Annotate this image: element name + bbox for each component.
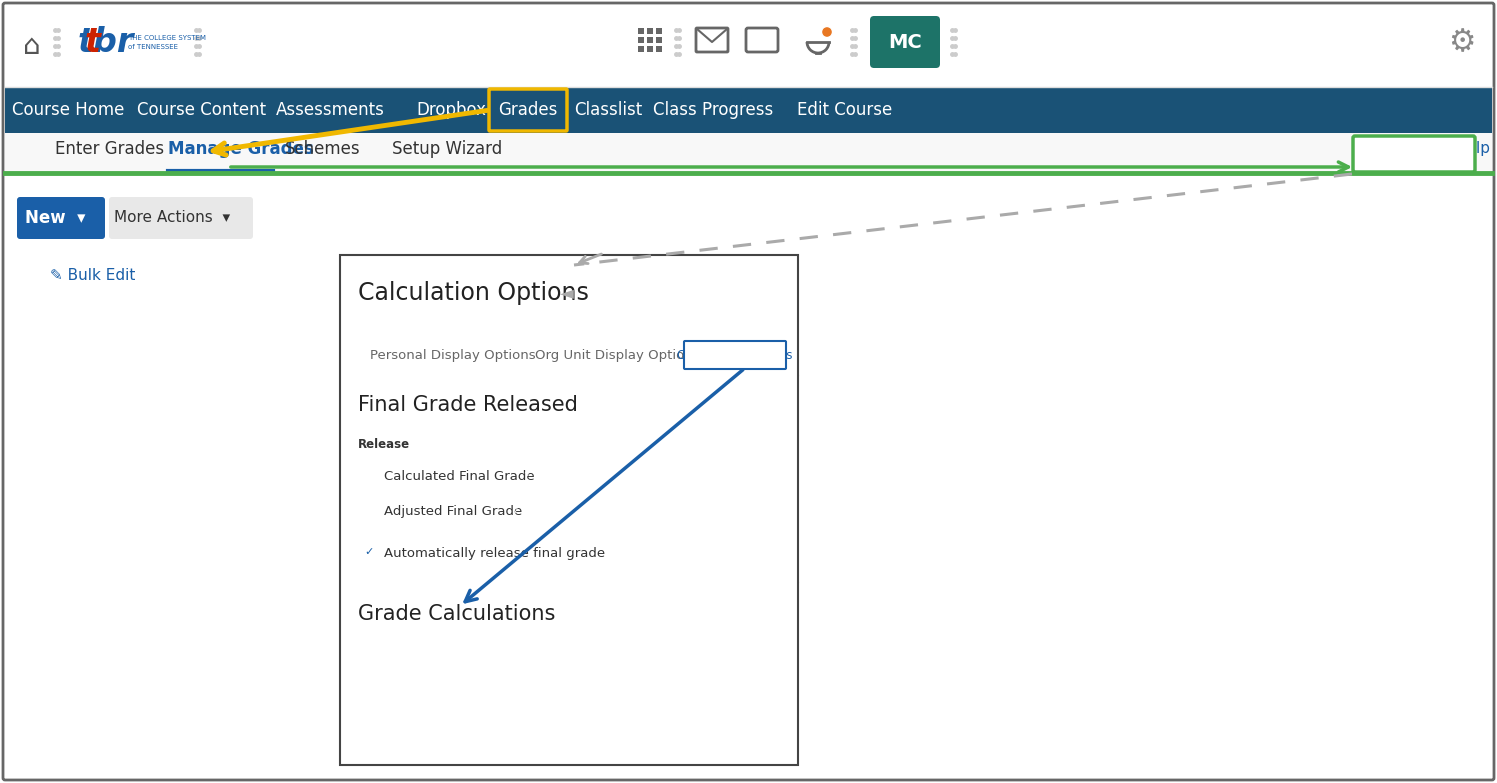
Text: Grade Calculations: Grade Calculations bbox=[358, 604, 555, 624]
Bar bbox=[4, 87, 1493, 133]
Text: Class Progress: Class Progress bbox=[653, 101, 772, 119]
Text: Adjusted Final Grade: Adjusted Final Grade bbox=[385, 506, 522, 518]
Text: Enter Grades: Enter Grades bbox=[55, 140, 165, 158]
Text: ?: ? bbox=[512, 507, 518, 517]
Text: Setup Wizard: Setup Wizard bbox=[392, 140, 503, 158]
FancyBboxPatch shape bbox=[3, 3, 1494, 780]
Text: Manage Grades: Manage Grades bbox=[168, 140, 314, 158]
Text: Automatically release final grade: Automatically release final grade bbox=[385, 547, 605, 560]
Text: ⚙: ⚙ bbox=[1373, 142, 1386, 157]
Circle shape bbox=[365, 473, 374, 481]
Text: ?: ? bbox=[524, 472, 528, 482]
FancyBboxPatch shape bbox=[109, 197, 253, 239]
Text: Calculation Options: Calculation Options bbox=[358, 281, 588, 305]
Text: Edit Course: Edit Course bbox=[798, 101, 892, 119]
Text: Calculated Final Grade: Calculated Final Grade bbox=[385, 471, 534, 483]
Bar bbox=[4, 5, 1493, 87]
Text: New  ▾: New ▾ bbox=[25, 209, 85, 227]
Circle shape bbox=[822, 27, 832, 38]
Text: Org Unit Display Options: Org Unit Display Options bbox=[534, 348, 699, 362]
Text: tbr: tbr bbox=[78, 27, 135, 60]
Text: Settings: Settings bbox=[1391, 142, 1454, 157]
Text: Schemes: Schemes bbox=[284, 140, 361, 158]
Text: Final Grade Released: Final Grade Released bbox=[358, 395, 578, 415]
Text: Assessments: Assessments bbox=[275, 101, 385, 119]
Text: ◄: ◄ bbox=[560, 284, 573, 302]
Bar bbox=[4, 133, 1493, 175]
FancyBboxPatch shape bbox=[1353, 136, 1475, 172]
Text: ❓ Help: ❓ Help bbox=[1442, 142, 1490, 157]
Bar bbox=[656, 37, 662, 43]
Bar bbox=[647, 46, 653, 52]
Bar bbox=[638, 28, 644, 34]
Circle shape bbox=[362, 504, 377, 519]
Text: More Actions  ▾: More Actions ▾ bbox=[114, 211, 231, 226]
FancyBboxPatch shape bbox=[870, 16, 940, 68]
Text: Course Content: Course Content bbox=[138, 101, 266, 119]
Text: ✓: ✓ bbox=[365, 547, 374, 557]
Text: Grades: Grades bbox=[499, 101, 558, 119]
Text: Release: Release bbox=[358, 438, 410, 452]
Text: ✎ Bulk Edit: ✎ Bulk Edit bbox=[49, 268, 135, 283]
Bar bbox=[656, 46, 662, 52]
Bar bbox=[340, 255, 798, 765]
Text: Dropbox: Dropbox bbox=[416, 101, 487, 119]
Circle shape bbox=[519, 470, 533, 484]
Bar bbox=[647, 28, 653, 34]
FancyBboxPatch shape bbox=[684, 341, 786, 369]
Text: ⚙: ⚙ bbox=[1448, 28, 1476, 57]
Text: Course Home: Course Home bbox=[12, 101, 124, 119]
Circle shape bbox=[563, 546, 576, 560]
Circle shape bbox=[362, 470, 377, 485]
Bar bbox=[638, 37, 644, 43]
Text: Calculation Options: Calculation Options bbox=[677, 348, 793, 362]
Bar bbox=[638, 46, 644, 52]
Text: ⌂: ⌂ bbox=[22, 32, 40, 60]
Text: MC: MC bbox=[888, 34, 922, 52]
Text: t: t bbox=[85, 27, 100, 60]
Text: of TENNESSEE: of TENNESSEE bbox=[129, 44, 178, 50]
Circle shape bbox=[507, 505, 522, 519]
FancyBboxPatch shape bbox=[16, 197, 105, 239]
Text: THE COLLEGE SYSTEM: THE COLLEGE SYSTEM bbox=[129, 35, 207, 41]
Bar bbox=[647, 37, 653, 43]
Text: Classlist: Classlist bbox=[573, 101, 642, 119]
FancyBboxPatch shape bbox=[362, 545, 377, 560]
Text: ?: ? bbox=[567, 548, 572, 558]
Text: Personal Display Options: Personal Display Options bbox=[370, 348, 536, 362]
Bar bbox=[656, 28, 662, 34]
